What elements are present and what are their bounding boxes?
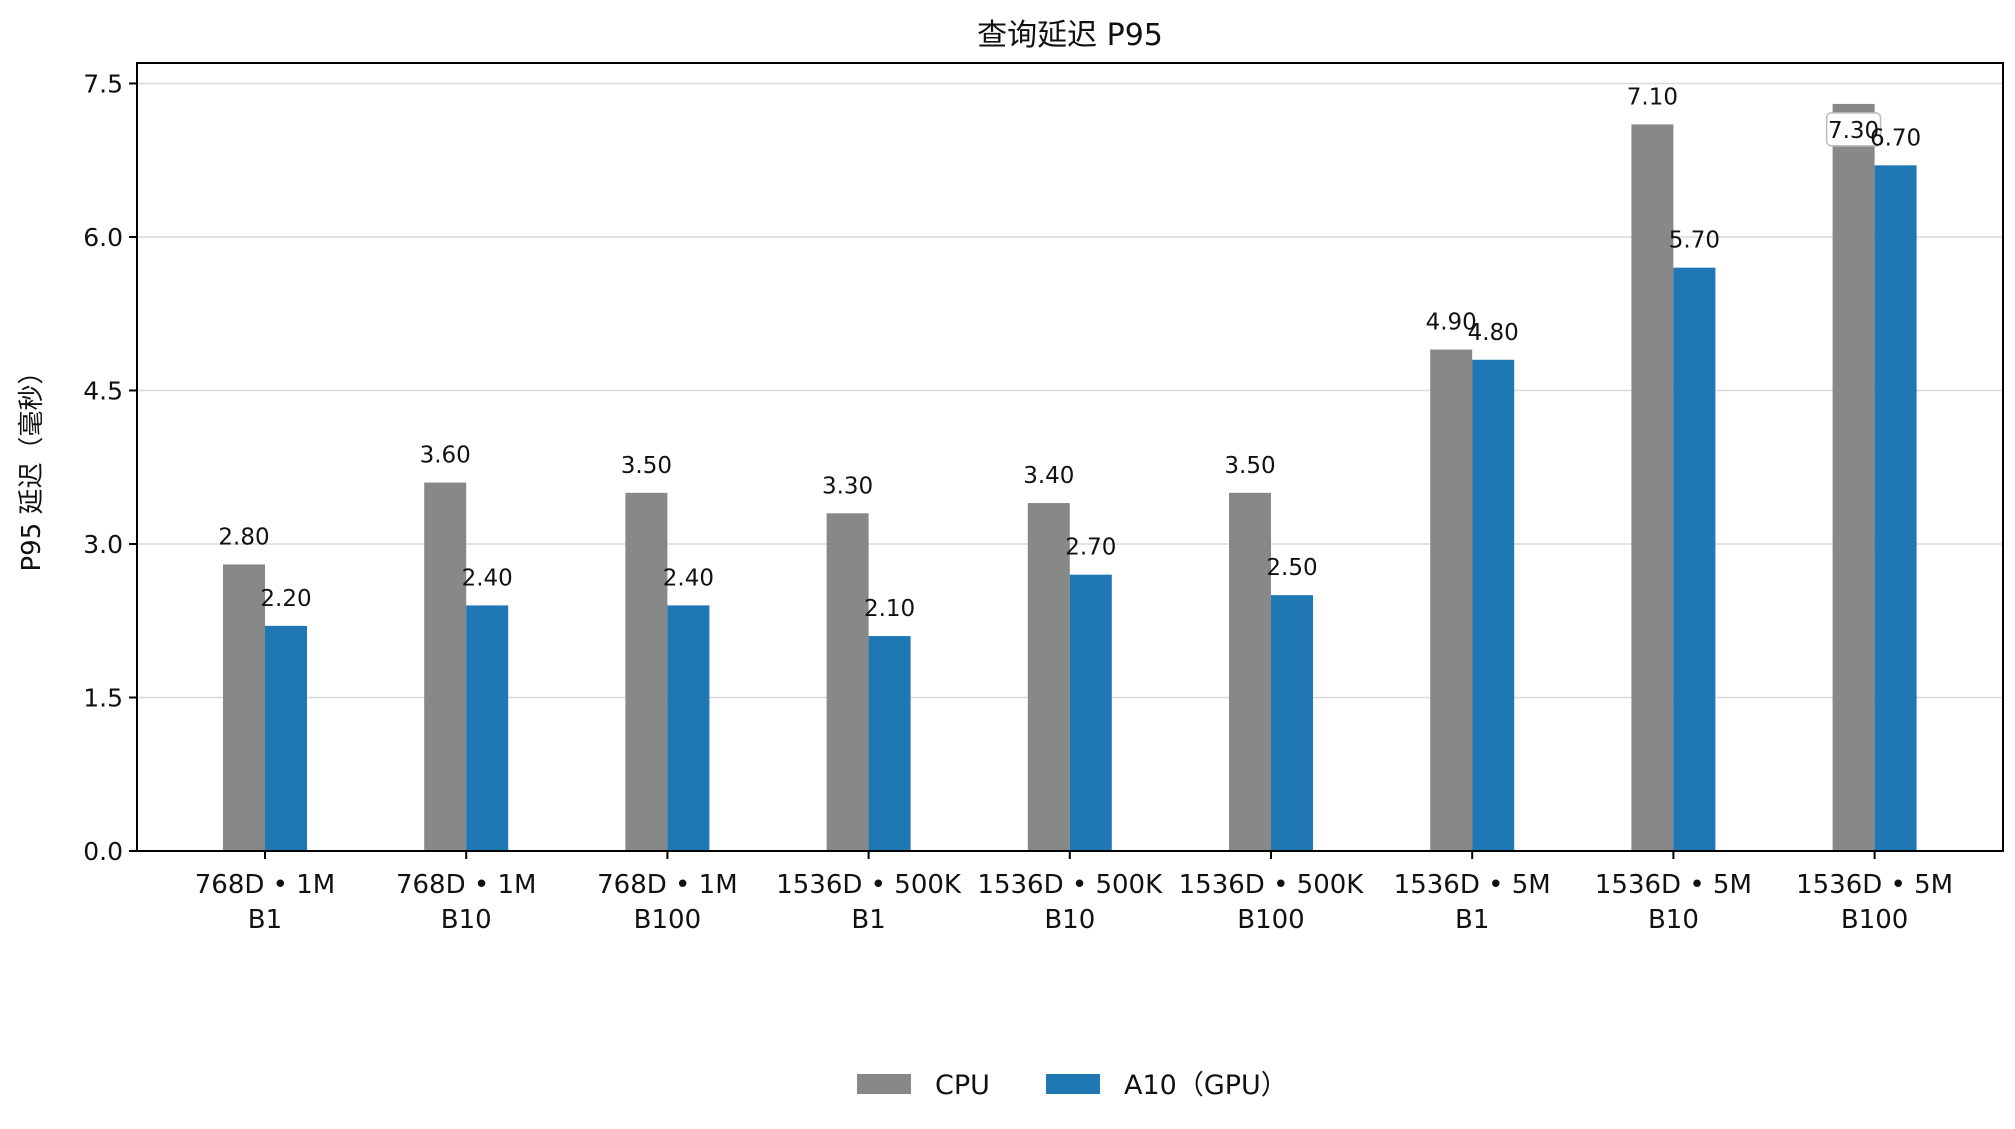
data-label: 2.40 [462,565,513,591]
cpu-bar [826,513,869,851]
chart-title: 查询延迟 P95 [977,18,1163,53]
gpu-bar [265,625,307,851]
data-label: 2.40 [663,565,714,591]
cpu-bar [1631,124,1674,852]
x-tick-sublabel: B10 [1044,905,1095,935]
data-label: 3.50 [1224,453,1275,479]
x-tick-label: 768D • 1M [597,870,738,900]
y-axis-ticks: 0.0 1.5 3.0 4.5 6.0 7.5 [83,69,137,866]
x-tick-sublabel: B1 [248,905,282,935]
cpu-bar [424,482,467,851]
data-labels: 2.80 2.20 3.60 2.40 3.50 2.40 3.30 2.10 3.40 2.70… [218,84,1921,622]
legend-label: CPU [935,1070,990,1101]
data-label: 7.30 [1828,118,1879,144]
data-label: 3.30 [822,473,873,499]
data-label: 3.60 [420,443,471,469]
data-label: 2.80 [218,524,269,550]
x-tick-sublabel: B100 [1841,905,1908,935]
cpu-bar [1832,103,1875,852]
x-tick-sublabel: B10 [441,905,492,935]
gpu-bar [466,605,509,851]
y-tick-label: 0.0 [83,837,123,866]
cpu-bar [625,492,668,851]
gpu-bar [1673,267,1716,852]
cpu-bar [223,564,265,851]
data-label: 2.10 [864,596,915,622]
x-tick-sublabel: B100 [634,905,701,935]
x-tick-label: 1536D • 500K [1179,870,1365,900]
x-tick-label: 1536D • 5M [1394,870,1551,900]
gpu-bar [1472,359,1515,851]
data-label: 4.80 [1468,320,1519,346]
cpu-bar [1027,503,1070,851]
y-tick-label: 1.5 [83,683,123,712]
y-tick-label: 7.5 [83,69,123,98]
legend-label: A10（GPU） [1124,1070,1288,1101]
data-label: 2.20 [260,586,311,612]
x-tick-label: 1536D • 500K [776,870,962,900]
x-tick-label: 1536D • 5M [1796,870,1953,900]
gpu-bar [868,636,911,851]
x-axis-ticks: 768D • 1M B1 768D • 1M B10 768D • 1M B100 1536… [195,851,1953,935]
data-label: 2.50 [1266,555,1317,581]
gpu-bar [1271,595,1313,851]
data-label: 7.10 [1627,84,1678,110]
data-label-box: 7.30 [1825,112,1882,147]
data-label: 6.70 [1870,125,1921,151]
x-tick-sublabel: B100 [1237,905,1304,935]
y-axis-label: P95 延迟（毫秒） [17,358,47,571]
gpu-bar [667,605,710,851]
cpu-bar [1229,492,1271,851]
data-label: 3.50 [621,453,672,479]
x-tick-label: 1536D • 5M [1595,870,1752,900]
gpu-bar [1874,165,1917,852]
cpu-bar [1430,349,1473,851]
x-tick-sublabel: B10 [1648,905,1699,935]
legend-swatch [857,1074,911,1094]
x-tick-label: 768D • 1M [195,870,336,900]
y-tick-label: 4.5 [83,376,123,405]
x-tick-label: 1536D • 500K [977,870,1163,900]
data-label: 4.90 [1426,310,1477,336]
y-tick-label: 6.0 [83,223,123,252]
x-tick-label: 768D • 1M [396,870,537,900]
x-tick-sublabel: B1 [851,905,885,935]
x-tick-sublabel: B1 [1455,905,1489,935]
y-tick-label: 3.0 [83,530,123,559]
data-label: 2.70 [1065,535,1116,561]
gpu-bar [1069,574,1112,851]
legend: CPU A10（GPU） [857,1070,1288,1101]
bars [223,103,1917,852]
legend-swatch [1046,1074,1100,1094]
data-label: 5.70 [1669,228,1720,254]
data-label: 3.40 [1023,463,1074,489]
